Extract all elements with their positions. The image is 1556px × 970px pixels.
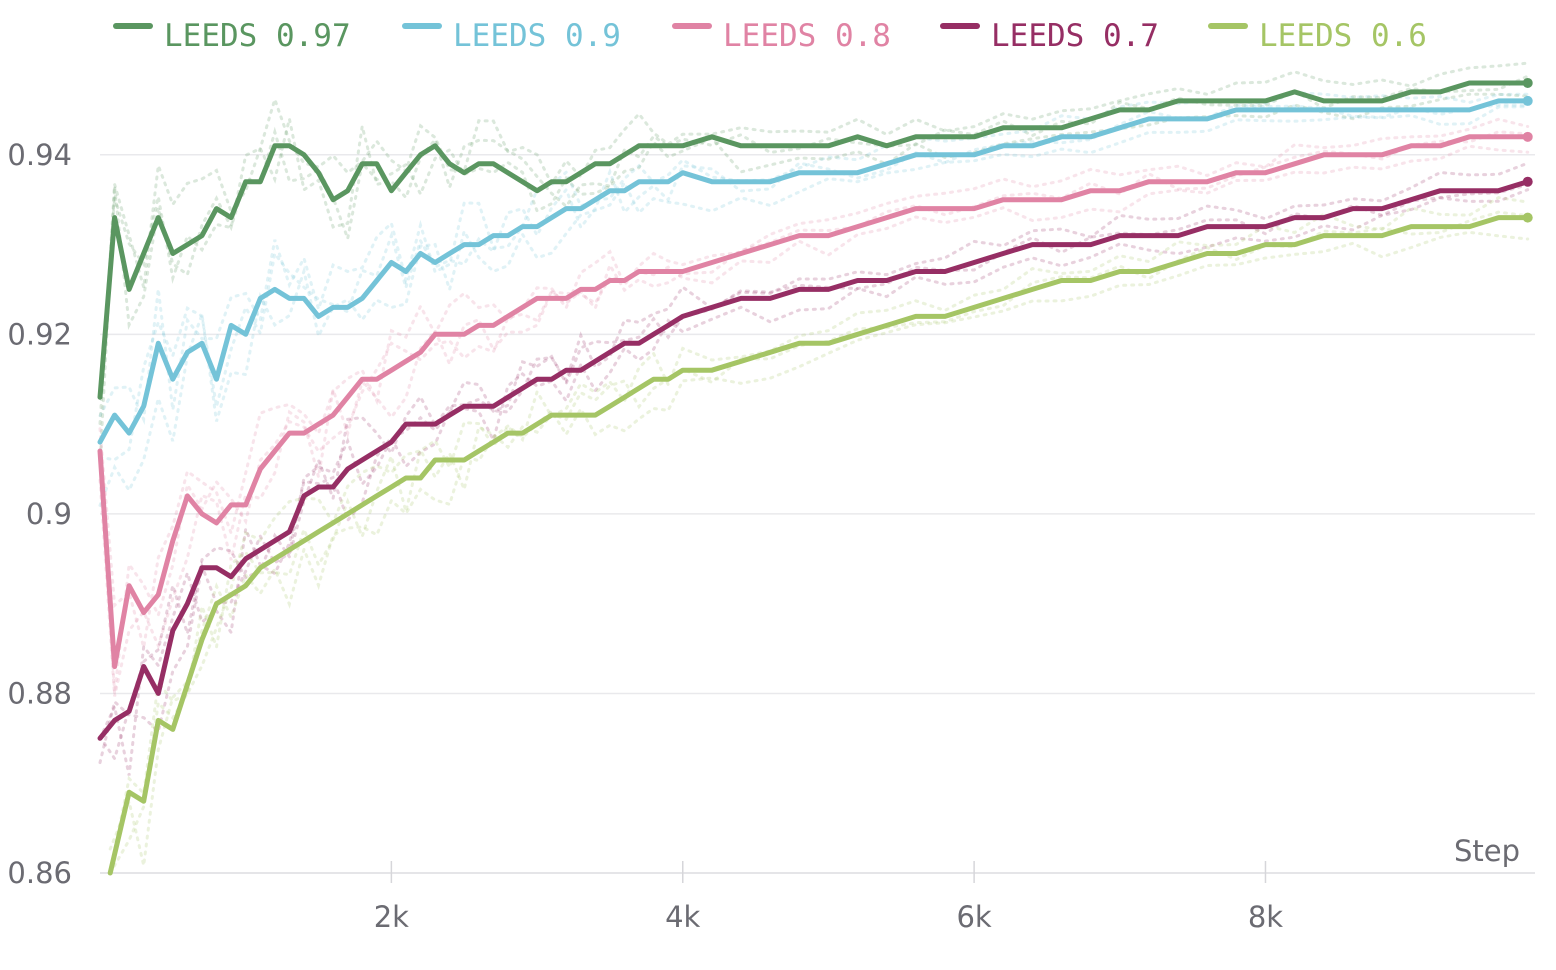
background-run-line	[108, 196, 1530, 875]
gridlines	[100, 154, 1535, 874]
series-line	[97, 134, 1531, 669]
series-line	[97, 80, 1531, 400]
legend-label: LEEDS 0.6	[1259, 18, 1427, 54]
background-run-line	[98, 105, 1530, 507]
series-line	[97, 98, 1531, 445]
series-end-point	[1522, 176, 1533, 187]
background-run-line	[98, 117, 1530, 648]
background-run-line	[98, 91, 1530, 426]
background-run-line	[98, 183, 1530, 765]
legend-label: LEEDS 0.9	[453, 18, 621, 54]
background-run-line	[98, 188, 1530, 776]
background-run-line	[98, 144, 1530, 697]
y-tick-label: 0.9	[26, 497, 72, 531]
background-run-line	[108, 230, 1530, 866]
legend: LEEDS 0.97 LEEDS 0.9 LEEDS 0.8 LEEDS 0.7 LEE…	[113, 18, 1427, 54]
axes: 0.86 0.88 0.9 0.92 0.94 2k 4k 6k 8k	[7, 138, 1535, 934]
y-tick-label: 0.86	[7, 856, 72, 890]
x-tick-label: 6k	[956, 900, 991, 934]
background-run-line	[98, 130, 1530, 694]
x-tick-label: 2k	[374, 900, 409, 934]
x-axis-label: Step	[1454, 834, 1520, 868]
background-runs	[98, 61, 1530, 875]
y-tick-label: 0.92	[7, 317, 72, 351]
legend-label: LEEDS 0.8	[723, 18, 891, 54]
x-tick-label: 4k	[665, 900, 700, 934]
series-line	[97, 179, 1531, 741]
y-tick-label: 0.88	[7, 676, 72, 710]
series-lines	[97, 77, 1533, 876]
x-tick-label: 8k	[1248, 900, 1283, 934]
series-end-point	[1522, 95, 1533, 106]
series-end-point	[1522, 212, 1533, 223]
series-end-point	[1522, 131, 1533, 142]
background-run-line	[98, 161, 1530, 763]
series-end-point	[1522, 77, 1533, 88]
legend-label: LEEDS 0.7	[991, 18, 1159, 54]
background-run-line	[98, 61, 1530, 425]
y-tick-label: 0.94	[7, 138, 72, 172]
legend-label: LEEDS 0.97	[164, 18, 351, 54]
background-run-line	[108, 210, 1530, 875]
series-line	[107, 215, 1531, 876]
